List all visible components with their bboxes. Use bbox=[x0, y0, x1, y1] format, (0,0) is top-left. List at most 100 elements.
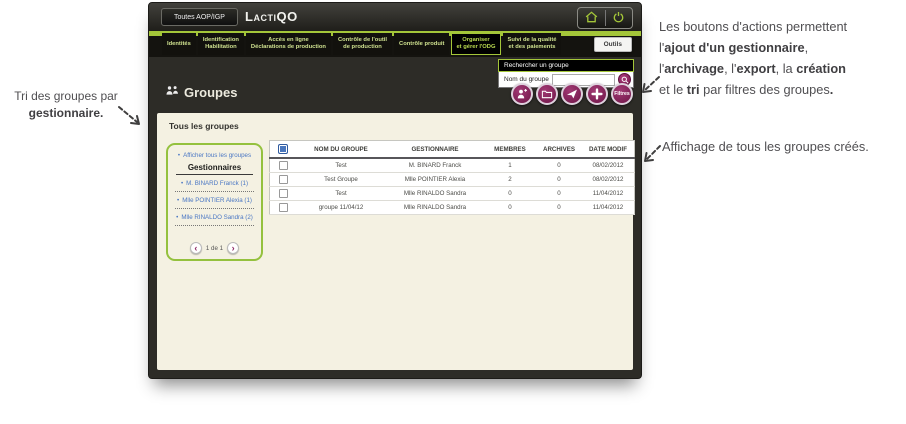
table-row[interactable]: groupe 11/04/12 Mlle RINALDO Sandra 0 0 11/0… bbox=[269, 200, 635, 215]
groups-icon bbox=[165, 85, 180, 100]
table-cell: Mlle RINALDO Sandra bbox=[386, 186, 484, 201]
tab-label: Accès en ligne bbox=[268, 37, 309, 43]
select-all-checkbox-icon[interactable] bbox=[278, 144, 288, 154]
action-archive-button[interactable] bbox=[536, 83, 558, 105]
gestionnaire-link[interactable]: • Mlle RINALDO Sandra (2) bbox=[170, 214, 259, 221]
annotation-left: Tri des groupes par gestionnaire. bbox=[14, 89, 118, 120]
bullet-icon: • bbox=[177, 152, 181, 159]
person-plus-icon bbox=[516, 88, 528, 100]
gestionnaire-link[interactable]: • Mlle POINTIER Alexia (1) bbox=[170, 197, 259, 204]
tab-controle-produit[interactable]: Contrôle produit bbox=[394, 33, 450, 55]
column-header: GESTIONNAIRE bbox=[386, 140, 484, 159]
table-cell: 11/04/2012 bbox=[582, 186, 635, 201]
table-cell: Test bbox=[296, 186, 386, 201]
bullet-icon: • bbox=[176, 214, 179, 221]
tab-identites[interactable]: Identités bbox=[162, 33, 196, 55]
page-title-text: Groupes bbox=[184, 85, 238, 100]
power-button[interactable] bbox=[606, 8, 633, 28]
dotted-divider bbox=[174, 208, 255, 209]
app-logo-suffix: QO bbox=[276, 9, 298, 24]
tab-organiser-gerer-odg[interactable]: Organiser et gérer l'ODG bbox=[451, 33, 501, 55]
group-name-input[interactable] bbox=[551, 73, 615, 86]
app-logo-prefix: Lacti bbox=[245, 9, 277, 24]
gestionnaire-link-label: Mlle RINALDO Sandra (2) bbox=[181, 214, 253, 221]
app-logo: LactiQO bbox=[245, 9, 298, 24]
table-header-row: NOM DU GROUPE GESTIONNAIRE MEMBRES ARCHIVES… bbox=[269, 140, 635, 159]
gestionnaire-link-label: Mlle POINTIER Alexia (1) bbox=[182, 197, 252, 204]
row-checkbox-icon[interactable] bbox=[278, 203, 288, 212]
tools-button[interactable]: Outils bbox=[593, 37, 632, 52]
annotation-right-bottom: Affichage de tous les groupes créés. bbox=[662, 139, 869, 154]
tab-label: Identités bbox=[167, 40, 191, 47]
titlebar: Toutes AOP/IGP LactiQO bbox=[149, 3, 641, 31]
table-cell: 0 bbox=[536, 172, 582, 187]
table-cell: 0 bbox=[536, 186, 582, 201]
checkbox-cell bbox=[269, 186, 296, 201]
action-filters-button[interactable]: Filtres bbox=[611, 83, 633, 105]
row-checkbox-icon[interactable] bbox=[278, 175, 288, 184]
bullet-icon: • bbox=[180, 180, 184, 187]
table-cell: 08/02/2012 bbox=[582, 158, 635, 173]
tab-acces-en-ligne-declarations[interactable]: Accès en ligne Déclarations de production bbox=[245, 33, 331, 55]
home-button[interactable] bbox=[578, 8, 605, 28]
tab-label: Contrôle de l'outil bbox=[337, 37, 388, 43]
row-checkbox-icon[interactable] bbox=[278, 161, 288, 170]
search-field-label: Nom du groupe bbox=[504, 76, 549, 83]
bullet-icon: • bbox=[177, 197, 180, 204]
gestionnaire-links: • M. BINARD Franck (1) • Mlle POINTIER Alex… bbox=[168, 180, 261, 226]
column-header: DATE MODIF bbox=[582, 140, 635, 159]
tab-controle-outil-production[interactable]: Contrôle de l'outil de production bbox=[332, 33, 393, 55]
select-all-column bbox=[269, 140, 296, 159]
annotation-arrow-right-top bbox=[642, 76, 660, 93]
annotation-arrow-right-bottom bbox=[644, 145, 661, 162]
table-cell: Mlle RINALDO Sandra bbox=[386, 200, 484, 215]
column-header: NOM DU GROUPE bbox=[296, 140, 386, 159]
tab-label: de production bbox=[343, 44, 382, 50]
gestionnaires-heading: Gestionnaires bbox=[176, 163, 253, 175]
chevron-left-icon: ‹ bbox=[194, 242, 198, 253]
table-cell: Test bbox=[296, 158, 386, 173]
table-body: Test M. BINARD Franck 1 0 08/02/2012 Test Gro… bbox=[269, 158, 635, 215]
next-page-button[interactable]: › bbox=[227, 242, 240, 254]
table-row[interactable]: Test Mlle RINALDO Sandra 0 0 11/04/2012 bbox=[269, 186, 635, 201]
tab-suivi-qualite-paiements[interactable]: Suivi de la qualité et des paiements bbox=[502, 33, 562, 55]
divider bbox=[604, 10, 606, 26]
groups-table: NOM DU GROUPE GESTIONNAIRE MEMBRES ARCHIVES… bbox=[269, 140, 635, 215]
table-cell: 11/04/2012 bbox=[582, 200, 635, 215]
checkbox-cell bbox=[269, 200, 296, 215]
show-all-groups-link[interactable]: • Afficher tous les groupes bbox=[170, 152, 259, 159]
action-add-gestionnaire-button[interactable] bbox=[511, 83, 533, 105]
sidebar-pagination: ‹ 1 de 1 › bbox=[168, 242, 261, 254]
tab-label: Habilitation bbox=[205, 44, 237, 50]
table-cell: 0 bbox=[536, 200, 582, 215]
panel-subtitle: Tous les groupes bbox=[169, 121, 239, 131]
filters-label: Filtres bbox=[614, 91, 630, 97]
page-title: Groupes bbox=[165, 85, 237, 100]
search-button[interactable] bbox=[618, 73, 631, 86]
nav-tabs: Identités Identification Habilitation Accès… bbox=[162, 33, 562, 55]
table-row[interactable]: Test Groupe Mlle POINTIER Alexia 2 0 08/02/2… bbox=[269, 172, 635, 187]
scope-selector-button[interactable]: Toutes AOP/IGP bbox=[161, 8, 238, 26]
table-cell: 0 bbox=[536, 158, 582, 173]
tab-label: Déclarations de production bbox=[250, 44, 326, 50]
plus-icon bbox=[591, 88, 603, 100]
home-icon bbox=[585, 10, 598, 26]
gestionnaires-sidebar: • Afficher tous les groupes Gestionnaire… bbox=[166, 143, 263, 261]
tab-label: Identification bbox=[202, 37, 239, 43]
table-cell: Mlle POINTIER Alexia bbox=[386, 172, 484, 187]
gestionnaire-link[interactable]: • M. BINARD Franck (1) bbox=[170, 180, 259, 187]
table-cell: 08/02/2012 bbox=[582, 172, 635, 187]
action-create-button[interactable] bbox=[586, 83, 608, 105]
table-row[interactable]: Test M. BINARD Franck 1 0 08/02/2012 bbox=[269, 158, 635, 173]
search-title: Rechercher un groupe bbox=[498, 59, 634, 72]
column-header: MEMBRES bbox=[484, 140, 536, 159]
action-export-button[interactable] bbox=[561, 83, 583, 105]
dotted-divider bbox=[174, 225, 255, 226]
tab-label: Suivi de la qualité bbox=[507, 37, 557, 43]
checkbox-cell bbox=[269, 158, 296, 173]
row-checkbox-icon[interactable] bbox=[278, 189, 288, 198]
tab-identification-habilitation[interactable]: Identification Habilitation bbox=[197, 33, 244, 55]
search-icon bbox=[621, 72, 629, 87]
prev-page-button[interactable]: ‹ bbox=[189, 242, 202, 254]
